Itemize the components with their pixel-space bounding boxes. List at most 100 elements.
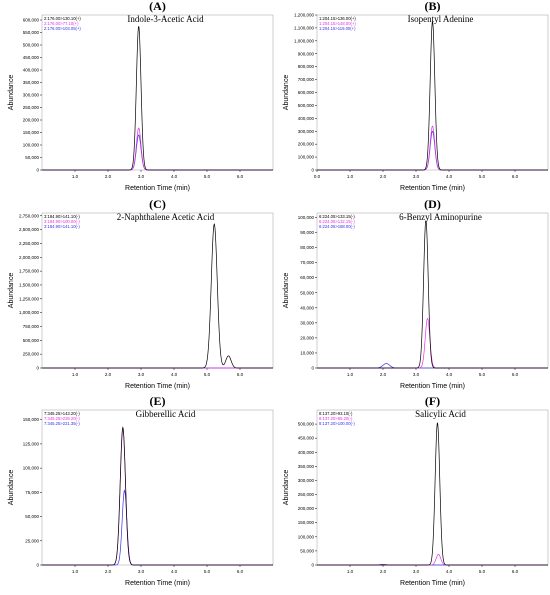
x-axis-title: Retention Time (min) [400, 185, 465, 192]
series-line [317, 130, 548, 171]
chart-panel-4: (D)6-Benzyl Aminopurine 0 10,000 20,000 30,0… [283, 197, 549, 390]
chart-panel-6: (F)Salicylic Acid 0 50,000 100,000 150,000 20… [283, 394, 549, 587]
x-tick-label: 1.0 [72, 372, 79, 377]
y-tick-label: 900,000 [298, 51, 315, 56]
chart-panel-5: (E)Gibberellic Acid 0 25,000 50,000 75,000 10… [8, 394, 274, 587]
series-line [42, 223, 273, 369]
legend-entry: 8:137.20>93.10(-) [319, 411, 353, 416]
series-line [42, 26, 273, 171]
x-tick-label: 1.0 [347, 372, 354, 377]
x-tick-label: 4.0 [171, 174, 178, 179]
series-line [317, 220, 548, 369]
y-tick-label: 500,000 [298, 103, 315, 108]
legend-entry: 3:184.90>141.10(-) [44, 224, 80, 229]
y-tick-label: 125,000 [23, 441, 40, 446]
x-tick-label: 1.0 [72, 569, 79, 574]
y-axis-title: Abundance [8, 470, 15, 506]
x-tick-label: 2.0 [380, 174, 387, 179]
x-tick-label: 3.0 [413, 569, 420, 574]
y-tick-label: 0 [36, 366, 39, 371]
y-tick-label: 0 [311, 168, 314, 173]
y-tick-label: 1,200,000 [294, 13, 315, 18]
chart-title: Isopentyl Adenine [408, 14, 474, 24]
x-axis-title: Retention Time (min) [125, 185, 190, 192]
y-tick-label: 100,000 [298, 155, 315, 160]
y-tick-label: 1,500,000 [19, 282, 40, 287]
y-tick-label: 100,000 [298, 215, 315, 220]
y-tick-label: 500,000 [23, 338, 40, 343]
chart-panel-3: (C)2-Naphthalene Acetic Acid 0 250,000 500,… [8, 197, 274, 390]
y-tick-label: 200,000 [298, 142, 315, 147]
panel-label: (B) [425, 0, 441, 13]
legend-entry: 1:204.15>148.00(+) [319, 21, 356, 26]
x-tick-label: 1.0 [72, 174, 79, 179]
x-tick-label: 4.0 [171, 372, 178, 377]
y-tick-label: 400,000 [298, 450, 315, 455]
legend-entry: 6:224.05>188.00(-) [319, 224, 355, 229]
legend-entry: 6:224.05>133.15(-) [319, 214, 355, 219]
y-tick-label: 400,000 [298, 116, 315, 121]
x-tick-label: 5.0 [204, 174, 211, 179]
x-tick-label: 6.0 [512, 372, 519, 377]
y-tick-label: 250,000 [298, 492, 315, 497]
y-tick-label: 2,500,000 [19, 227, 40, 232]
chart-panel-2: (B)Isopentyl Adenine 0 100,000 200,000 300,0… [283, 0, 549, 192]
x-tick-label: 5.0 [479, 174, 486, 179]
plot-frame [316, 409, 549, 566]
x-tick-label: 2.0 [105, 372, 112, 377]
y-tick-label: 600,000 [298, 90, 315, 95]
y-axis-title: Abundance [283, 273, 290, 309]
y-tick-label: 100,000 [23, 143, 40, 148]
x-tick-label: 6.0 [237, 372, 244, 377]
plot-frame [41, 409, 274, 566]
x-tick-label: 4.0 [446, 174, 453, 179]
y-tick-label: 300,000 [298, 478, 315, 483]
plot-frame [41, 212, 274, 369]
x-tick-label: 3.0 [413, 174, 420, 179]
x-tick-label: 4.0 [171, 569, 178, 574]
y-tick-label: 300,000 [23, 93, 40, 98]
y-tick-label: 450,000 [298, 436, 315, 441]
y-tick-label: 100,000 [298, 534, 315, 539]
y-tick-label: 90,000 [300, 230, 314, 235]
y-tick-label: 500,000 [298, 422, 315, 427]
y-tick-label: 10,000 [300, 350, 314, 355]
legend-entry: 1:204.15>119.00(+) [319, 26, 356, 31]
panel-label: (C) [149, 197, 166, 211]
y-tick-label: 30,000 [300, 320, 314, 325]
x-tick-label: 1.0 [347, 174, 354, 179]
x-tick-label: 4.0 [446, 569, 453, 574]
y-tick-label: 60,000 [300, 275, 314, 280]
y-tick-label: 50,000 [25, 514, 39, 519]
x-tick-label: 1.0 [347, 569, 354, 574]
series-line [317, 317, 548, 369]
y-axis-title: Abundance [8, 75, 15, 111]
y-tick-label: 50,000 [300, 548, 314, 553]
series-line [42, 489, 273, 566]
y-tick-label: 1,250,000 [19, 296, 40, 301]
y-axis-title: Abundance [8, 273, 15, 309]
y-tick-label: 350,000 [298, 464, 315, 469]
x-axis-title: Retention Time (min) [400, 383, 465, 390]
y-tick-label: 40,000 [300, 305, 314, 310]
x-tick-label: 2.0 [105, 569, 112, 574]
y-tick-label: 1,000,000 [19, 310, 40, 315]
x-tick-label: 0.0 [314, 174, 321, 179]
legend-entry: 2:176.00>130.10(+) [44, 16, 81, 21]
y-tick-label: 20,000 [300, 335, 314, 340]
y-tick-label: 1,100,000 [294, 25, 315, 30]
y-tick-label: 300,000 [298, 129, 315, 134]
series-line [317, 422, 548, 566]
chart-title: Gibberellic Acid [136, 409, 196, 419]
chart-title: 2-Naphthalene Acetic Acid [117, 212, 215, 222]
legend-entry: 3:184.90>100.00(-) [44, 219, 80, 224]
x-tick-label: 5.0 [204, 372, 211, 377]
y-tick-label: 100,000 [23, 466, 40, 471]
x-tick-label: 3.0 [138, 569, 145, 574]
x-tick-label: 6.0 [237, 569, 244, 574]
y-tick-label: 150,000 [23, 130, 40, 135]
x-tick-label: 3.0 [138, 174, 145, 179]
y-tick-label: 700,000 [298, 77, 315, 82]
y-tick-label: 750,000 [23, 324, 40, 329]
legend-entry: 2:176.00>103.05(+) [44, 26, 81, 31]
